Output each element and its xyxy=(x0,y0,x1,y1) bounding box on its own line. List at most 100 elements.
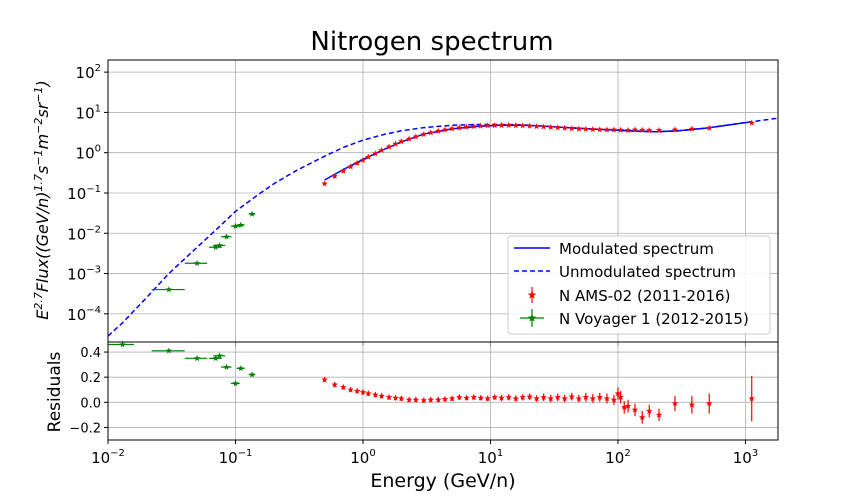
residual-point-s0-37 xyxy=(582,392,590,402)
residual-point-s0-47 xyxy=(639,411,646,424)
x-tick-label-1: 10−1 xyxy=(219,448,253,467)
top-point-s2-1 xyxy=(331,172,338,180)
residual-point-s0-19 xyxy=(456,393,463,401)
x-tick-mantissa-2: 10 xyxy=(350,449,369,467)
residual-point-s1-2 xyxy=(184,354,208,362)
residual-point-s1-0 xyxy=(108,342,135,348)
top-point-s2-46 xyxy=(646,126,653,134)
residual-point-s0-18 xyxy=(448,395,456,402)
top-point-s2-37 xyxy=(582,125,590,132)
x-tick-label-4: 102 xyxy=(605,448,630,467)
top-point-s2-18 xyxy=(448,125,456,132)
x-tick-exp-2: 0 xyxy=(369,448,375,459)
legend-box xyxy=(507,235,771,335)
residual-point-s0-43 xyxy=(617,391,624,404)
top-point-s2-26 xyxy=(505,121,512,129)
top-y-tick-exp-4: 0 xyxy=(95,144,101,155)
top-point-s2-6 xyxy=(365,153,372,160)
bottom-grid xyxy=(107,342,778,440)
bottom-y-tick-label-0: −0.2 xyxy=(69,421,101,436)
residual-point-s0-1 xyxy=(331,381,338,388)
bottom-series xyxy=(108,342,755,424)
top-point-s2-13 xyxy=(412,133,420,140)
residual-point-s0-13 xyxy=(412,396,420,403)
residual-point-s0-34 xyxy=(561,394,568,403)
residual-point-s0-53 xyxy=(748,375,755,422)
residual-point-s0-6 xyxy=(365,390,372,397)
top-y-tick-exp-2: −2 xyxy=(86,224,101,235)
residual-point-s0-24 xyxy=(491,393,498,401)
residual-point-s0-45 xyxy=(624,399,632,413)
top-y-tick-mantissa-1: 10 xyxy=(67,266,86,284)
top-y-tick-exp-0: −4 xyxy=(86,305,101,316)
residual-point-s1-4 xyxy=(213,352,226,359)
top-point-s2-44 xyxy=(631,126,639,133)
x-tick-label-2: 100 xyxy=(350,448,375,467)
top-point-s2-51 xyxy=(748,119,755,126)
bottom-panel: −0.20.00.20.4 10−2 10−1 100 101 102 103 xyxy=(69,341,779,467)
legend-label-ams: N AMS-02 (2011-2016) xyxy=(559,287,730,305)
bottom-axes-frame xyxy=(107,341,779,441)
top-point-s2-25 xyxy=(498,121,505,129)
legend-swatch-voyager xyxy=(520,309,544,327)
x-tick-exp-4: 2 xyxy=(624,448,630,459)
top-point-s2-3 xyxy=(347,163,354,170)
top-point-s2-2 xyxy=(340,167,347,174)
top-point-s2-50 xyxy=(706,124,713,131)
top-point-s2-8 xyxy=(378,146,385,153)
top-point-s2-39 xyxy=(596,126,604,133)
residual-point-s0-52 xyxy=(706,393,713,414)
top-y-tick-label-5: 101 xyxy=(76,103,101,122)
top-point-s2-4 xyxy=(353,159,361,166)
residual-point-s0-35 xyxy=(568,392,575,401)
residual-point-s0-11 xyxy=(398,395,405,402)
legend: Modulated spectrum Unmodulated spectrum … xyxy=(507,235,771,335)
residual-point-s0-36 xyxy=(575,394,583,403)
top-point-s2-24 xyxy=(491,122,498,129)
top-y-tick-label-1: 10−3 xyxy=(67,265,101,284)
top-point-s2-9 xyxy=(385,143,393,150)
residual-point-s0-10 xyxy=(392,394,399,401)
legend-label-modulated: Modulated spectrum xyxy=(559,240,714,258)
legend-swatch-ams xyxy=(527,287,537,303)
ylabel-sup-sr: −1 xyxy=(32,86,45,102)
residual-point-s0-5 xyxy=(359,388,367,396)
top-series xyxy=(108,117,778,342)
ylabel-part-e: E xyxy=(33,309,52,320)
x-tick-label-0: 10−2 xyxy=(91,448,125,467)
residual-point-s0-25 xyxy=(498,394,505,402)
top-point-s2-45 xyxy=(639,126,646,133)
residual-point-s0-38 xyxy=(589,394,597,403)
top-y-tick-mantissa-6: 10 xyxy=(76,64,95,82)
residual-point-s1-6 xyxy=(230,380,240,387)
top-y-tick-label-6: 102 xyxy=(76,63,101,82)
x-tick-mantissa-3: 10 xyxy=(478,449,497,467)
top-y-tick-label-3: 10−1 xyxy=(67,184,101,203)
residual-point-s0-3 xyxy=(347,386,354,393)
residual-point-s0-2 xyxy=(340,383,347,390)
residual-point-s0-20 xyxy=(463,394,470,401)
residual-point-s0-28 xyxy=(519,393,526,401)
ylabel-part-m: m xyxy=(33,134,52,150)
x-tick-exp-1: −1 xyxy=(238,448,253,459)
top-point-s3-7 xyxy=(236,221,245,228)
bottom-y-tick-label-3: 0.4 xyxy=(80,346,101,361)
series-line-1 xyxy=(108,117,778,337)
top-point-s2-20 xyxy=(463,123,470,130)
top-y-tick-exp-5: 1 xyxy=(95,103,101,114)
residual-point-s0-21 xyxy=(470,393,478,401)
residual-point-s0-39 xyxy=(596,392,604,402)
residual-point-s0-42 xyxy=(614,387,622,400)
top-point-s2-48 xyxy=(671,126,679,133)
top-point-s2-49 xyxy=(688,125,696,132)
top-point-s3-8 xyxy=(248,210,256,217)
residual-point-s0-23 xyxy=(484,395,491,402)
top-y-tick-mantissa-0: 10 xyxy=(67,306,86,324)
x-tick-exp-3: 1 xyxy=(497,448,503,459)
bottom-y-ticks: −0.2 0.0 0.2 0.4 xyxy=(69,346,108,436)
residual-point-s1-7 xyxy=(236,364,245,372)
bottom-y-tick-label-1: 0.0 xyxy=(80,396,101,411)
top-point-s3-1 xyxy=(151,286,185,293)
top-point-s2-38 xyxy=(589,125,597,133)
